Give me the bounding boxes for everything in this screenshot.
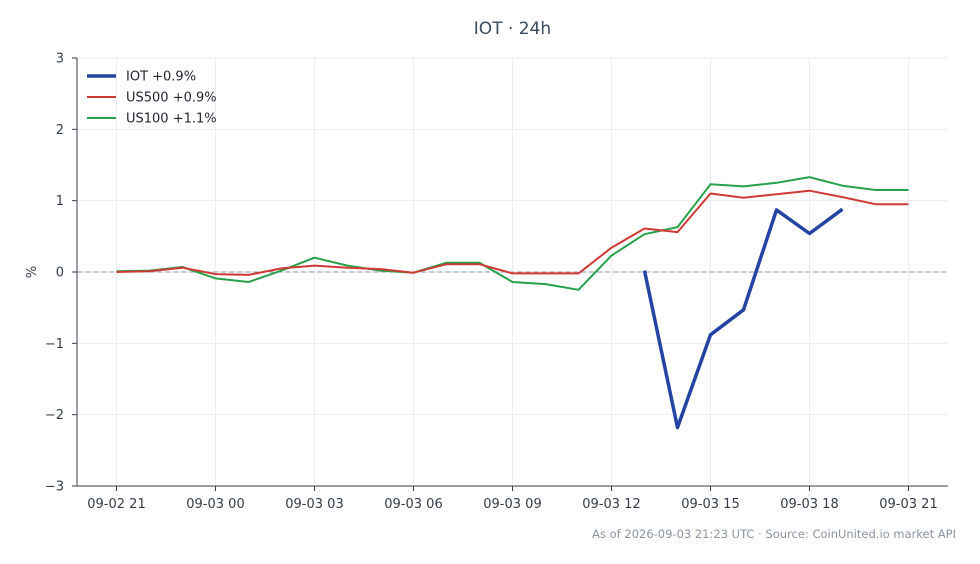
series-line-0 bbox=[642, 207, 844, 430]
axes bbox=[72, 57, 948, 491]
tick-labels: 3 2 1 0 −1 −2 −3 09-02 21 09-03 00 09-03 03 09-03 … bbox=[45, 52, 938, 513]
chart-title: IOT · 24h bbox=[473, 19, 552, 39]
series-line-1 bbox=[116, 189, 909, 276]
x-tick-label: 09-03 12 bbox=[582, 497, 640, 512]
legend-label: US100 +1.1% bbox=[126, 112, 217, 127]
legend: IOT +0.9% US500 +0.9% US100 +1.1% bbox=[87, 70, 217, 127]
x-tick-label: 09-03 18 bbox=[780, 497, 838, 512]
series-group bbox=[116, 176, 909, 430]
y-tick-label: −1 bbox=[45, 337, 64, 352]
series-line-2 bbox=[116, 176, 909, 291]
x-tick-label: 09-03 06 bbox=[384, 497, 442, 512]
y-tick-label: 2 bbox=[56, 123, 64, 138]
y-axis-title: % bbox=[25, 266, 40, 278]
y-tick-label: 0 bbox=[56, 266, 64, 281]
x-tick-label: 09-03 03 bbox=[285, 497, 343, 512]
x-tick-label: 09-03 15 bbox=[681, 497, 739, 512]
y-tick-label: −2 bbox=[45, 408, 64, 423]
x-tick-label: 09-02 21 bbox=[87, 497, 145, 512]
legend-label: IOT +0.9% bbox=[126, 70, 196, 85]
x-tick-label: 09-03 00 bbox=[186, 497, 244, 512]
legend-label: US500 +0.9% bbox=[126, 91, 217, 106]
y-tick-label: −3 bbox=[45, 480, 64, 495]
source-note: As of 2026-09-03 21:23 UTC · Source: Coi… bbox=[592, 527, 956, 541]
y-tick-label: 3 bbox=[56, 52, 64, 67]
x-tick-label: 09-03 09 bbox=[483, 497, 541, 512]
x-tick-label: 09-03 21 bbox=[879, 497, 937, 512]
y-tick-label: 1 bbox=[56, 194, 64, 209]
